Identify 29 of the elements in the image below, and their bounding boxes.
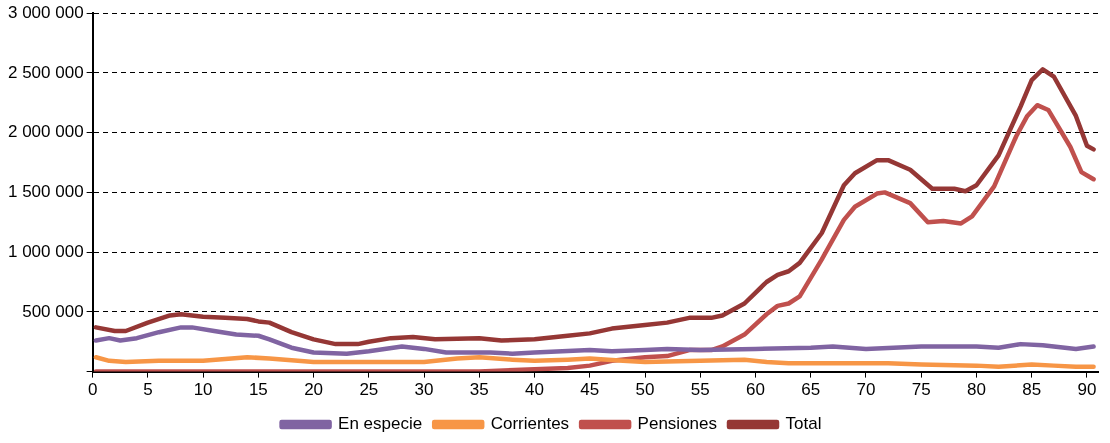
x-tick-label: 90 xyxy=(1077,380,1097,400)
legend-label: Total xyxy=(785,414,822,434)
x-tick-label: 55 xyxy=(690,380,710,400)
x-tick-label: 75 xyxy=(911,380,931,400)
x-tick-label: 70 xyxy=(856,380,876,400)
x-tick-label: 5 xyxy=(143,380,153,400)
x-tick-label: 10 xyxy=(193,380,213,400)
x-tick-label: 60 xyxy=(746,380,765,400)
y-tick-label: 1 500 000 xyxy=(7,182,84,202)
y-tick-label: 2 500 000 xyxy=(7,62,84,82)
x-tick-label: 25 xyxy=(359,380,379,400)
x-tick-label: 40 xyxy=(525,380,545,400)
x-tick-label: 30 xyxy=(414,380,434,400)
legend-label: Corrientes xyxy=(490,414,570,434)
legend-label: En especie xyxy=(338,414,423,434)
x-tick-label: 15 xyxy=(248,380,268,400)
x-tick-label: 85 xyxy=(1022,380,1042,400)
x-tick-label: 45 xyxy=(580,380,600,400)
y-tick-label: 1 000 000 xyxy=(7,241,84,261)
x-tick-label: 80 xyxy=(967,380,986,400)
x-tick-label: 0 xyxy=(87,380,98,400)
y-tick-label: 2 000 000 xyxy=(7,122,84,142)
y-tick-label: 500 000 xyxy=(22,301,84,321)
x-tick-label: 35 xyxy=(469,380,489,400)
legend-label: Pensiones xyxy=(637,414,718,434)
y-tick-label: 3 000 000 xyxy=(7,2,84,22)
x-tick-label: 65 xyxy=(801,380,821,400)
x-tick-label: 20 xyxy=(304,380,324,400)
x-tick-label: 50 xyxy=(635,380,655,400)
